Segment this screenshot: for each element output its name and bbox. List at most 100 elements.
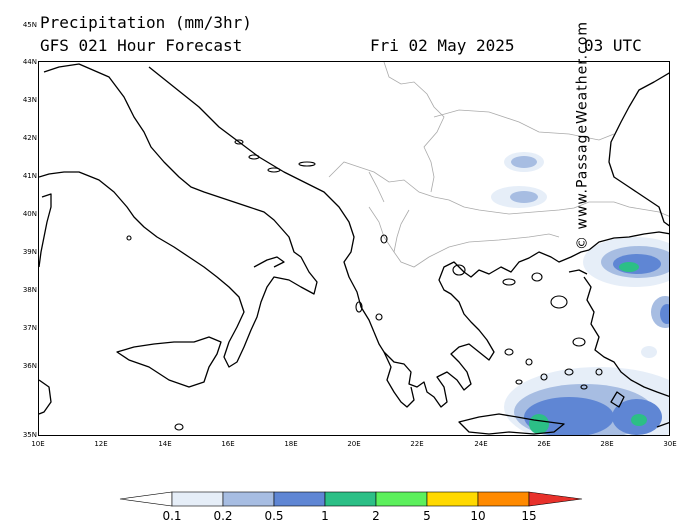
lat-label-36n: 36N xyxy=(22,362,37,370)
border-line xyxy=(328,161,669,217)
colorbar-swatch-4 xyxy=(324,491,377,507)
greece-coast xyxy=(373,249,590,408)
colorbar xyxy=(119,491,583,507)
island-outline xyxy=(234,139,244,145)
aegean-turkey-coast xyxy=(583,276,669,397)
island-outline xyxy=(375,313,383,321)
precip-blob xyxy=(511,156,537,168)
colorbar-swatch-2 xyxy=(222,491,275,507)
colorbar-swatch-3 xyxy=(273,491,326,507)
island-outline xyxy=(380,234,388,244)
colorbar-label-4: 2 xyxy=(372,509,380,523)
island-outline xyxy=(248,154,260,160)
border-line xyxy=(383,62,445,193)
black-sea-coast xyxy=(608,72,669,227)
island-outline xyxy=(540,373,548,381)
colorbar-label-5: 5 xyxy=(423,509,431,523)
island-outline xyxy=(525,358,533,366)
sardinia-coast xyxy=(39,193,52,268)
balkan-coast xyxy=(148,66,375,333)
cyprus-edge xyxy=(656,422,669,428)
lon-label-24e: 24E xyxy=(474,440,488,448)
island-outline xyxy=(550,295,568,309)
forecast-subtitle: GFS 021 Hour Forecast xyxy=(40,36,243,55)
colorbar-swatch-5 xyxy=(375,491,428,507)
lon-label-26e: 26E xyxy=(537,440,551,448)
island-outline xyxy=(355,301,363,313)
coastlines xyxy=(39,63,669,435)
lon-label-18e: 18E xyxy=(284,440,298,448)
precip-blob xyxy=(660,304,669,324)
island-outline xyxy=(174,423,184,431)
lon-label-28e: 28E xyxy=(600,440,614,448)
border-line xyxy=(433,109,615,141)
precipitation-layer xyxy=(491,152,669,435)
lon-label-12e: 12E xyxy=(94,440,108,448)
colorbar-swatch-0 xyxy=(119,491,173,507)
lat-label-42n: 42N xyxy=(22,134,37,142)
island-outline xyxy=(452,264,466,276)
lat-label-37n: 37N xyxy=(22,324,37,332)
precip-blob xyxy=(641,346,657,358)
peloponnese-coast xyxy=(383,351,415,408)
lat-label-40n: 40N xyxy=(22,210,37,218)
precip-blob xyxy=(529,414,549,434)
border-line xyxy=(368,171,385,203)
lon-label-30e: 30E xyxy=(663,440,677,448)
colorbar-label-0: 0.1 xyxy=(162,509,182,523)
map-canvas xyxy=(39,62,669,435)
island-outline xyxy=(595,368,603,376)
island-outline xyxy=(298,161,316,167)
lat-label-43n: 43N xyxy=(22,96,37,104)
island-outline xyxy=(126,235,132,241)
italy-coast xyxy=(39,63,318,368)
colorbar-swatch-8 xyxy=(528,491,583,507)
border-line xyxy=(393,209,410,253)
island-outline xyxy=(531,272,543,282)
colorbar-label-1: 0.2 xyxy=(213,509,233,523)
colorbar-swatch-6 xyxy=(426,491,479,507)
copyright-text: © www.PassageWeather.com xyxy=(574,20,591,250)
islands xyxy=(126,139,603,431)
precip-blob xyxy=(631,414,647,426)
rhodes-coast xyxy=(610,391,625,408)
crete-coast xyxy=(458,413,565,435)
lat-label-45n: 45N xyxy=(22,21,37,29)
colorbar-label-2: 0.5 xyxy=(264,509,284,523)
colorbar-label-3: 1 xyxy=(321,509,329,523)
border-line xyxy=(368,206,560,268)
sardinia-south-coast xyxy=(39,379,52,415)
colorbar-label-7: 15 xyxy=(521,509,537,523)
colorbar-label-6: 10 xyxy=(470,509,486,523)
island-outline xyxy=(580,384,588,390)
colorbar-swatch-1 xyxy=(171,491,224,507)
island-outline xyxy=(502,278,516,286)
forecast-date: Fri 02 May 2025 xyxy=(370,36,515,55)
lon-label-14e: 14E xyxy=(158,440,172,448)
turkey-coast xyxy=(588,231,669,251)
island-outline xyxy=(515,379,523,385)
lon-label-16e: 16E xyxy=(221,440,235,448)
lat-label-39n: 39N xyxy=(22,248,37,256)
island-outline xyxy=(572,337,586,347)
lat-label-41n: 41N xyxy=(22,172,37,180)
colorbar-swatch-7 xyxy=(477,491,530,507)
precip-blob xyxy=(619,262,639,272)
lat-label-38n: 38N xyxy=(22,286,37,294)
island-outline xyxy=(267,167,281,173)
island-outline xyxy=(564,368,574,376)
chart-title: Precipitation (mm/3hr) xyxy=(40,13,252,32)
sicily-coast xyxy=(116,336,222,388)
country-borders xyxy=(328,62,669,268)
forecast-time: 03 UTC xyxy=(584,36,642,55)
precip-blob xyxy=(510,191,538,203)
dardanelles-coast xyxy=(568,269,588,275)
lat-label-44n: 44N xyxy=(22,58,37,66)
lon-label-10e: 10E xyxy=(31,440,45,448)
map-panel xyxy=(38,61,670,436)
lat-label-35n: 35N xyxy=(22,431,37,439)
gargano-coast xyxy=(253,256,285,268)
lon-label-20e: 20E xyxy=(347,440,361,448)
lon-label-22e: 22E xyxy=(410,440,424,448)
island-outline xyxy=(504,348,514,356)
